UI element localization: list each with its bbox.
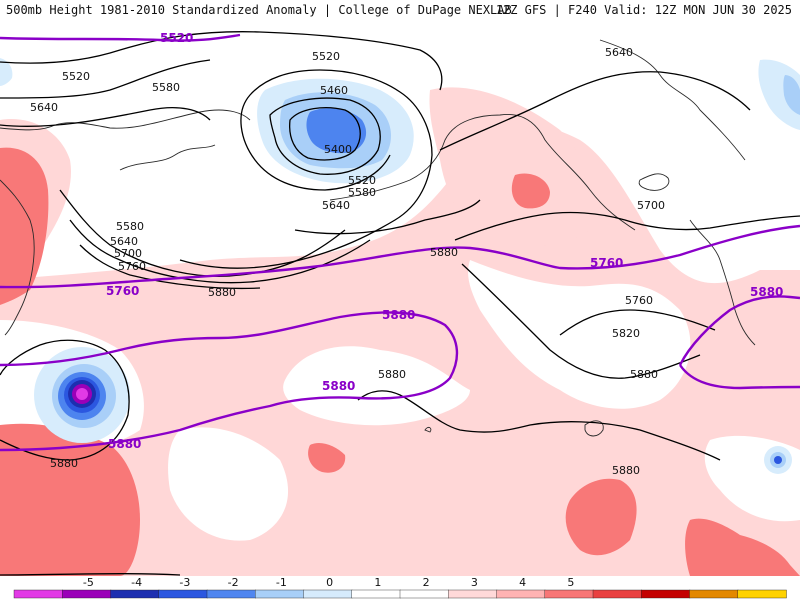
contour-label: 5400: [324, 143, 352, 156]
contour-label: 5880: [208, 286, 236, 299]
contour-label: 5760: [625, 294, 653, 307]
purple-contour-label: 5880: [108, 437, 141, 451]
contour-label: 5880: [430, 246, 458, 259]
anomaly-map: 5520 5520 5580 5640 5460 5400 5520 5580 …: [0, 20, 800, 576]
legend-color-swatch: [62, 589, 112, 599]
purple-contour-label: 5880: [750, 285, 783, 299]
legend-color-swatch: [689, 589, 739, 599]
contour-label: 5880: [612, 464, 640, 477]
map-title: 500mb Height 1981-2010 Standardized Anom…: [6, 3, 512, 17]
purple-contour-label: 5520: [160, 31, 193, 45]
legend-color-bar: [13, 589, 787, 599]
legend-color-swatch: [448, 589, 498, 599]
contour-label: 5700: [637, 199, 665, 212]
contour-label: 5880: [50, 457, 78, 470]
height-contours: [0, 31, 800, 576]
contour-labels: 5520 5520 5580 5640 5460 5400 5520 5580 …: [30, 31, 783, 477]
purple-contour-label: 5760: [106, 284, 139, 298]
coastlines: [0, 39, 756, 437]
contour-label: 5460: [320, 84, 348, 97]
legend-color-swatch: [592, 589, 642, 599]
contour-label: 5580: [348, 186, 376, 199]
contour-label: 5820: [612, 327, 640, 340]
anomaly-shading: [0, 58, 800, 576]
legend-tick-label: 3: [471, 576, 478, 589]
legend-tick-label: -5: [83, 576, 94, 589]
contour-label: 5760: [118, 260, 146, 273]
legend-tick-label: -2: [228, 576, 239, 589]
contour-label: 5580: [116, 220, 144, 233]
contour-label: 5640: [110, 235, 138, 248]
legend-color-swatch: [641, 589, 691, 599]
reference-contours: [0, 33, 800, 452]
color-scale-legend: -5 -4 -3 -2 -1 0 1 2 3 4 5: [13, 576, 787, 599]
contour-label: 5520: [312, 50, 340, 63]
legend-tick-label: 4: [519, 576, 526, 589]
purple-contour-label: 5880: [322, 379, 355, 393]
legend-tick-label: 1: [374, 576, 381, 589]
header: 500mb Height 1981-2010 Standardized Anom…: [0, 0, 800, 20]
legend-color-swatch: [13, 589, 63, 599]
contour-label: 5880: [630, 368, 658, 381]
legend-color-swatch: [351, 589, 401, 599]
contour-label: 5700: [114, 247, 142, 260]
legend-color-swatch: [544, 589, 594, 599]
legend-color-swatch: [496, 589, 546, 599]
contour-label: 5520: [62, 70, 90, 83]
legend-tick-labels: -5 -4 -3 -2 -1 0 1 2 3 4 5: [83, 576, 574, 589]
legend-color-swatch: [255, 589, 305, 599]
contour-label: 5640: [30, 101, 58, 114]
contour-label: 5640: [322, 199, 350, 212]
legend-tick-label: -4: [131, 576, 142, 589]
contour-label: 5520: [348, 174, 376, 187]
legend-color-swatch: [158, 589, 208, 599]
legend-color-swatch: [399, 589, 449, 599]
valid-time: 12Z GFS | F240 Valid: 12Z MON JUN 30 202…: [495, 3, 792, 17]
legend-tick-label: 5: [567, 576, 574, 589]
contour-label: 5580: [152, 81, 180, 94]
legend-tick-label: 0: [326, 576, 333, 589]
legend-tick-label: -3: [179, 576, 190, 589]
legend-color-swatch: [737, 589, 787, 599]
contour-label: 5640: [605, 46, 633, 59]
legend-tick-label: 2: [423, 576, 430, 589]
legend-tick-label: -1: [276, 576, 287, 589]
contour-label: 5880: [378, 368, 406, 381]
purple-contour-label: 5760: [590, 256, 623, 270]
purple-contour-label: 5880: [382, 308, 415, 322]
legend-color-swatch: [206, 589, 256, 599]
legend-color-swatch: [303, 589, 353, 599]
legend-color-swatch: [110, 589, 160, 599]
